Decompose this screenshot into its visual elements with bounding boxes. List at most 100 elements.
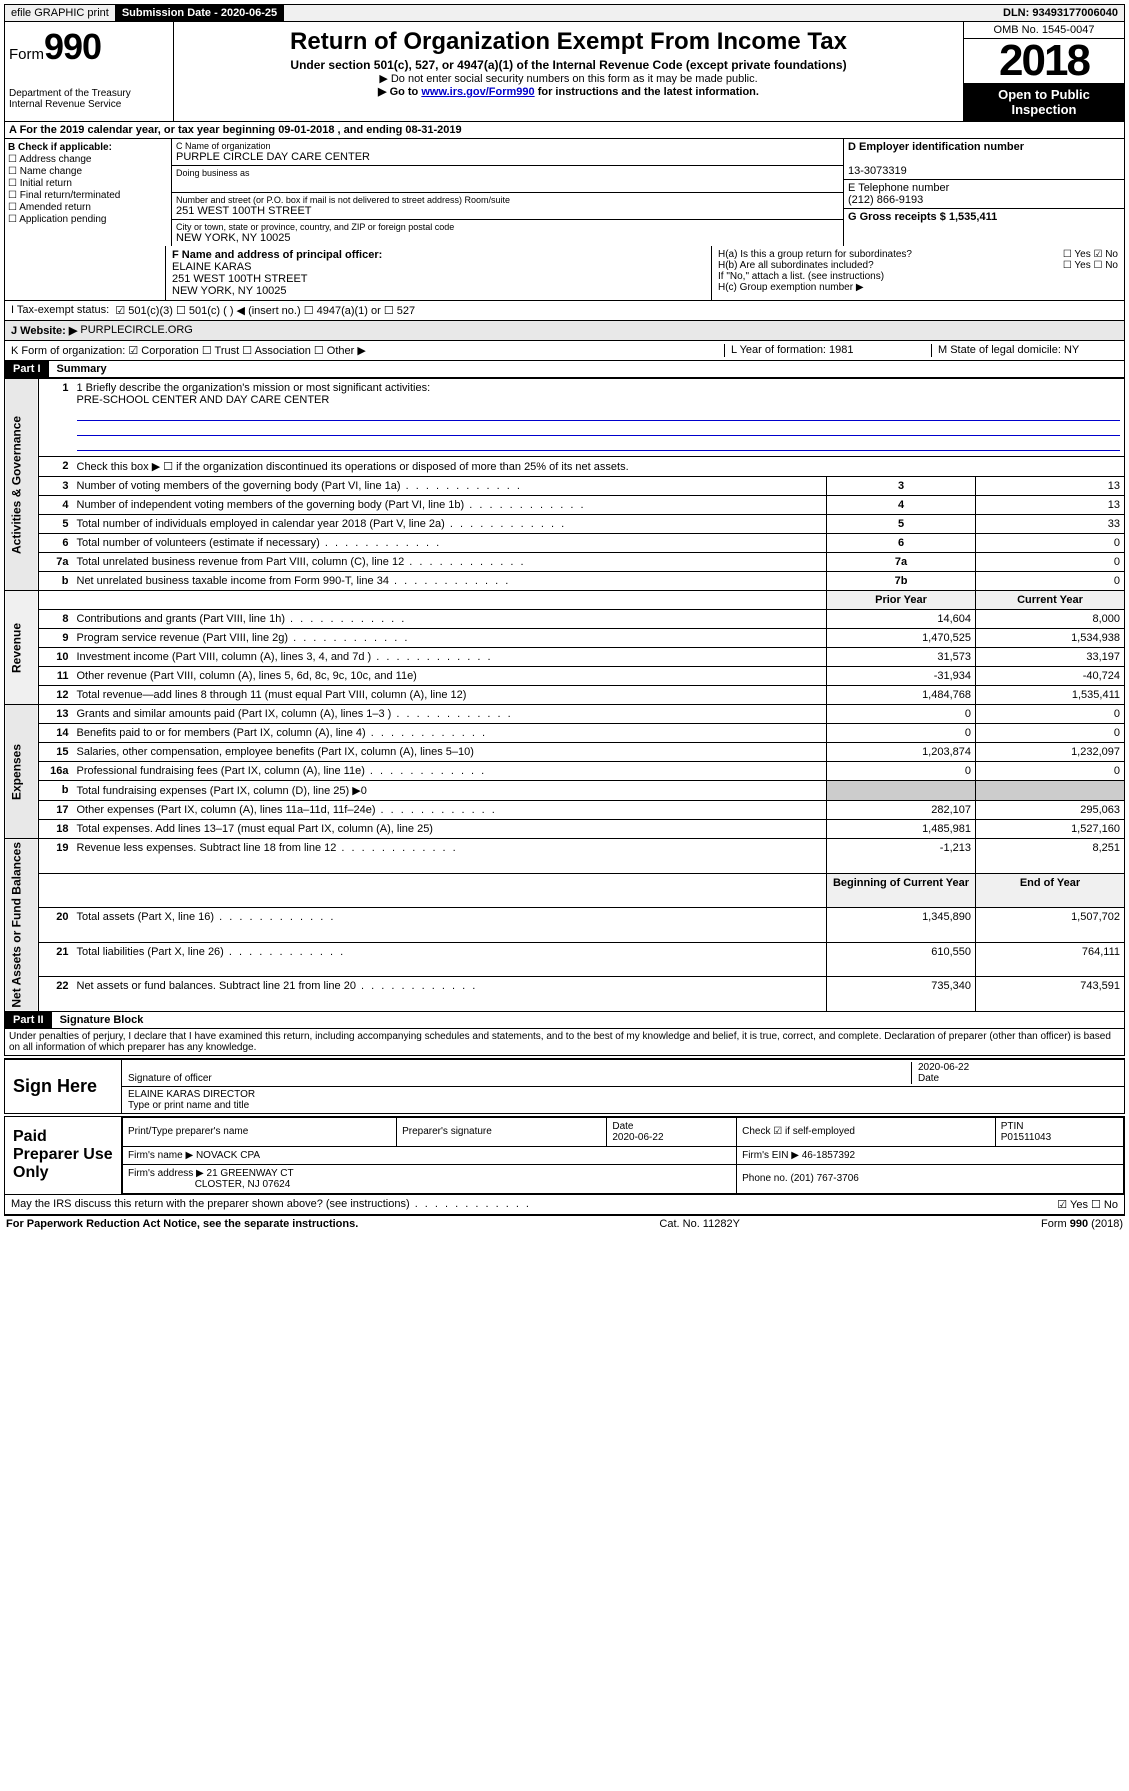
mission-text: PRE-SCHOOL CENTER AND DAY CARE CENTER xyxy=(77,394,330,406)
firm-phone: (201) 767-3706 xyxy=(790,1173,858,1184)
section-i: I Tax-exempt status: ☑ 501(c)(3) ☐ 501(c… xyxy=(4,301,1125,321)
form-subtitle: Under section 501(c), 527, or 4947(a)(1)… xyxy=(182,58,955,72)
line7b-desc: Net unrelated business taxable income fr… xyxy=(73,572,827,591)
l12c: 1,535,411 xyxy=(976,686,1125,705)
col-end: End of Year xyxy=(976,873,1125,908)
section-defg: D Employer identification number 13-3073… xyxy=(844,139,1124,246)
l13p: 0 xyxy=(827,705,976,724)
l12d: Total revenue—add lines 8 through 11 (mu… xyxy=(73,686,827,705)
hb-note: If "No," attach a list. (see instruction… xyxy=(718,271,1118,282)
l16bc xyxy=(976,781,1125,801)
line3-box: 3 xyxy=(827,477,976,496)
chk-initial[interactable]: ☐ Initial return xyxy=(8,178,168,189)
chk-name[interactable]: ☐ Name change xyxy=(8,166,168,177)
l21n: 21 xyxy=(38,942,73,977)
k-label: K Form of organization: ☑ Corporation ☐ … xyxy=(11,344,724,357)
header-center: Return of Organization Exempt From Incom… xyxy=(174,22,963,121)
mission-q: 1 Briefly describe the organization's mi… xyxy=(77,382,431,394)
col-begin: Beginning of Current Year xyxy=(827,873,976,908)
governance-side: Activities & Governance xyxy=(5,379,39,591)
prep-ptin: PTINP01511043 xyxy=(995,1117,1123,1146)
line4-val: 13 xyxy=(976,496,1125,515)
line7b-val: 0 xyxy=(976,572,1125,591)
line7a-desc: Total unrelated business revenue from Pa… xyxy=(73,553,827,572)
l9c: 1,534,938 xyxy=(976,629,1125,648)
form990-link[interactable]: www.irs.gov/Form990 xyxy=(421,86,534,98)
l8c: 8,000 xyxy=(976,610,1125,629)
officer-city: NEW YORK, NY 10025 xyxy=(172,285,287,297)
preparer-label: Paid Preparer Use Only xyxy=(5,1117,122,1194)
c-name-label: C Name of organization xyxy=(176,141,839,151)
expenses-side: Expenses xyxy=(5,705,39,839)
ein-lbl: Firm's EIN ▶ xyxy=(742,1150,799,1161)
officer-name: ELAINE KARAS xyxy=(172,261,251,273)
l14d: Benefits paid to or for members (Part IX… xyxy=(73,724,827,743)
firm-phone-cell: Phone no. (201) 767-3706 xyxy=(737,1164,1124,1193)
part2-title: Signature Block xyxy=(52,1012,152,1028)
l15p: 1,203,874 xyxy=(827,743,976,762)
netassets-side: Net Assets or Fund Balances xyxy=(5,839,39,1012)
chk-address[interactable]: ☐ Address change xyxy=(8,154,168,165)
l9d: Program service revenue (Part VIII, line… xyxy=(73,629,827,648)
sign-date-val: 2020-06-22 xyxy=(918,1062,969,1073)
org-name: PURPLE CIRCLE DAY CARE CENTER xyxy=(176,151,839,163)
perjury-statement: Under penalties of perjury, I declare th… xyxy=(4,1029,1125,1056)
line2: Check this box ▶ ☐ if the organization d… xyxy=(73,457,1125,477)
firm-addr1: 21 GREENWAY CT xyxy=(207,1168,294,1179)
prep-selfemp: Check ☑ if self-employed xyxy=(737,1117,996,1146)
l18c: 1,527,160 xyxy=(976,820,1125,839)
line4-box: 4 xyxy=(827,496,976,515)
l10c: 33,197 xyxy=(976,648,1125,667)
prep-h1: Print/Type preparer's name xyxy=(123,1117,397,1146)
sig-label: Signature of officer xyxy=(128,1073,212,1084)
chk-pending[interactable]: ☐ Application pending xyxy=(8,214,168,225)
line3-val: 13 xyxy=(976,477,1125,496)
note2-pre: ▶ Go to xyxy=(378,86,421,98)
ptin-label: PTIN xyxy=(1001,1121,1024,1132)
dept-treasury: Department of the Treasury xyxy=(9,88,169,99)
website-value: PURPLECIRCLE.ORG xyxy=(80,324,192,337)
part2-label: Part II xyxy=(5,1012,52,1028)
j-label: J Website: ▶ xyxy=(11,324,77,337)
section-fh: F Name and address of principal officer:… xyxy=(4,246,1125,301)
fh-spacer xyxy=(5,246,166,300)
dln: DLN: 93493177006040 xyxy=(997,5,1124,21)
efile-label: efile GRAPHIC print xyxy=(5,5,116,21)
l16an: 16a xyxy=(38,762,73,781)
section-j: J Website: ▶ PURPLECIRCLE.ORG xyxy=(4,321,1125,341)
form-num: 990 xyxy=(44,26,101,67)
sign-date-label: Date xyxy=(918,1073,939,1084)
firm-label: Firm's name ▶ xyxy=(128,1150,193,1161)
l20n: 20 xyxy=(38,908,73,943)
prep-h2: Preparer's signature xyxy=(397,1117,607,1146)
line6-val: 0 xyxy=(976,534,1125,553)
col-prior: Prior Year xyxy=(827,591,976,610)
l17n: 17 xyxy=(38,801,73,820)
gross-receipts: G Gross receipts $ 1,535,411 xyxy=(848,211,997,223)
i-opts: ☑ 501(c)(3) ☐ 501(c) ( ) ◀ (insert no.) … xyxy=(115,304,415,317)
footer-right: Form 990 (2018) xyxy=(1041,1218,1123,1230)
chk-amended[interactable]: ☐ Amended return xyxy=(8,202,168,213)
prep-h3: Date xyxy=(612,1121,633,1132)
l17c: 295,063 xyxy=(976,801,1125,820)
entity-block: B Check if applicable: ☐ Address change … xyxy=(4,139,1125,246)
ha-q: H(a) Is this a group return for subordin… xyxy=(718,249,912,260)
sig-officer-line: Signature of officer xyxy=(128,1062,911,1084)
l16bd: Total fundraising expenses (Part IX, col… xyxy=(73,781,827,801)
l17d: Other expenses (Part IX, column (A), lin… xyxy=(73,801,827,820)
part-2-header: Part II Signature Block xyxy=(4,1012,1125,1029)
l9n: 9 xyxy=(38,629,73,648)
phone-lbl: Phone no. xyxy=(742,1173,788,1184)
line7b-box: 7b xyxy=(827,572,976,591)
l22n: 22 xyxy=(38,977,73,1012)
l22p: 735,340 xyxy=(827,977,976,1012)
form-number: Form990 xyxy=(9,26,169,68)
officer-addr: 251 WEST 100TH STREET xyxy=(172,273,308,285)
form-header: Form990 Department of the Treasury Inter… xyxy=(4,22,1125,122)
footer-left: For Paperwork Reduction Act Notice, see … xyxy=(6,1218,358,1230)
note-ssn: ▶ Do not enter social security numbers o… xyxy=(182,72,955,85)
firm-ein: 46-1857392 xyxy=(802,1150,855,1161)
hc-label: H(c) Group exemption number ▶ xyxy=(718,282,1118,293)
section-b-label: B Check if applicable: xyxy=(8,142,112,153)
chk-final[interactable]: ☐ Final return/terminated xyxy=(8,190,168,201)
